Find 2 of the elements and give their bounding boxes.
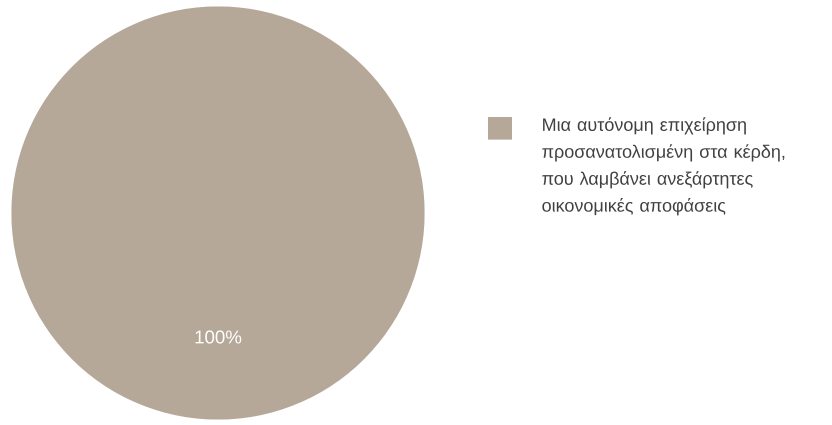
legend-label: Μια αυτόνομη επιχείρηση προσανατολισμένη στα κέρδη, που λαμβάνει ανεξάρτητες οικονομικές αποφάσεις [542,117,784,216]
data-label: 100% [196,330,242,344]
